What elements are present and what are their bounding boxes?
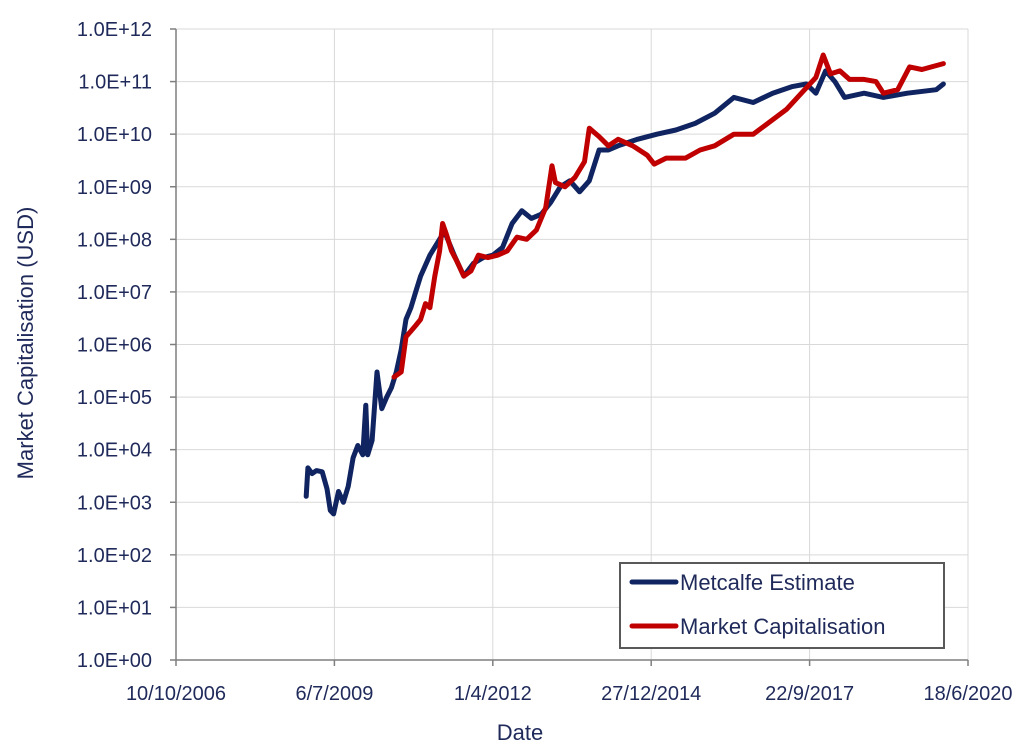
legend-label-metcalfe: Metcalfe Estimate bbox=[680, 570, 855, 595]
x-tick-label: 6/7/2009 bbox=[295, 683, 373, 705]
legend: Metcalfe Estimate Market Capitalisation bbox=[619, 562, 945, 649]
axes: 1.0E+00 1.0E+01 1.0E+02 1.0E+03 1.0E+04 1.0E+… bbox=[77, 19, 1013, 705]
y-tick-label: 1.0E+05 bbox=[77, 387, 152, 409]
y-tick-label: 1.0E+12 bbox=[77, 19, 152, 41]
y-tick-label: 1.0E+00 bbox=[77, 650, 152, 672]
x-tick-label: 1/4/2012 bbox=[454, 683, 532, 705]
series-lines bbox=[303, 52, 946, 517]
y-tick-label: 1.0E+09 bbox=[77, 177, 152, 199]
x-tick-label: 18/6/2020 bbox=[924, 683, 1013, 705]
y-tick-label: 1.0E+02 bbox=[77, 545, 152, 567]
y-tick-label: 1.0E+10 bbox=[77, 124, 152, 146]
y-tick-label: 1.0E+04 bbox=[77, 440, 152, 462]
x-tick-label: 27/12/2014 bbox=[601, 683, 701, 705]
legend-label-market-cap: Market Capitalisation bbox=[680, 614, 885, 639]
y-tick-label: 1.0E+11 bbox=[78, 72, 152, 94]
y-tick-label: 1.0E+03 bbox=[77, 492, 152, 514]
x-axis-title: Date bbox=[497, 720, 543, 745]
x-tick-label: 22/9/2017 bbox=[765, 683, 854, 705]
series-line-market-capitalisation bbox=[391, 52, 946, 380]
y-tick-label: 1.0E+06 bbox=[77, 335, 152, 357]
y-tick-label: 1.0E+01 bbox=[77, 597, 152, 619]
legend-box bbox=[619, 562, 945, 649]
y-tick-label: 1.0E+08 bbox=[77, 229, 152, 251]
y-axis-title: Market Capitalisation (USD) bbox=[13, 207, 38, 480]
x-tick-label: 10/10/2006 bbox=[126, 683, 226, 705]
gridlines bbox=[176, 28, 969, 660]
y-tick-label: 1.0E+07 bbox=[77, 282, 152, 304]
